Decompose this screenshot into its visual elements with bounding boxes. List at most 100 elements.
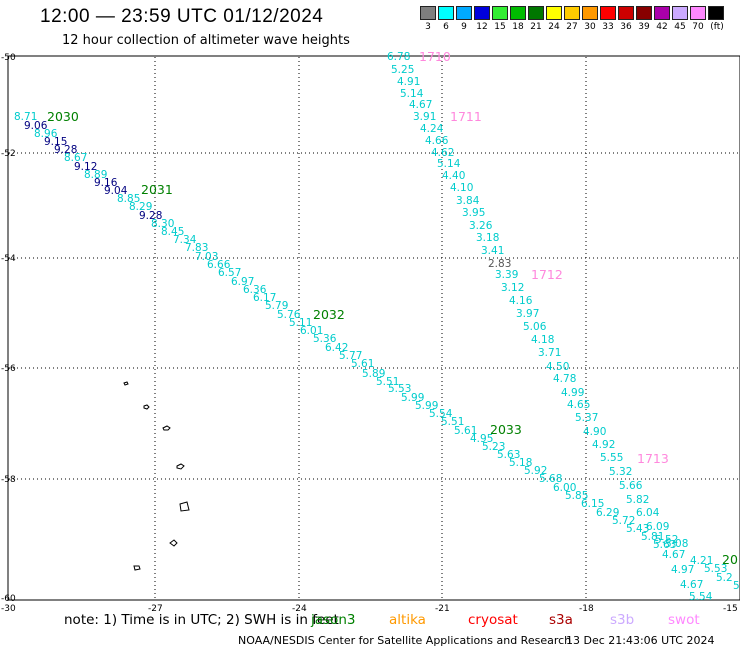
wave-height-value: 4.21 — [690, 555, 713, 567]
wave-height-value: 5.61 — [454, 425, 477, 437]
wave-height-value: 5.61 — [351, 358, 374, 370]
wave-height-value: 8.96 — [34, 128, 58, 140]
pass-number-label: 2033 — [490, 422, 522, 437]
legend-label: 36 — [620, 22, 632, 32]
wave-height-value: 5.54 — [429, 408, 453, 420]
wave-height-value: 5.14 — [437, 158, 461, 170]
islands — [123, 381, 190, 571]
wave-height-value: 6.36 — [243, 284, 267, 296]
wave-height-value: 6.04 — [636, 507, 660, 519]
wave-height-value: 6.78 — [387, 51, 410, 63]
wave-height-value: 5.99 — [415, 400, 438, 412]
footer-note: note: 1) Time is in UTC; 2) SWH is in fe… — [64, 612, 339, 628]
legend-label: 9 — [461, 22, 467, 32]
map-grid — [9, 57, 739, 599]
track-b: 6.785.254.915.144.673.914.244.664.625.14… — [387, 51, 688, 550]
legend-swatch — [546, 6, 562, 20]
wave-height-value: 9.28 — [54, 144, 77, 156]
wave-height-value: 5.52 — [655, 534, 678, 546]
wave-height-value: 2.83 — [488, 258, 511, 270]
wave-height-value: 5.37 — [575, 412, 598, 424]
satellite-legend-item: s3b — [610, 612, 635, 628]
legend-swatch — [690, 6, 706, 20]
legend-swatch — [456, 6, 472, 20]
wave-height-value: 6.66 — [207, 259, 231, 271]
wave-height-value: 4.95 — [470, 433, 493, 445]
wave-height-value: 5.89 — [362, 368, 385, 380]
wave-height-value: 8.45 — [161, 226, 184, 238]
wave-height-value: 6.29 — [596, 507, 619, 519]
wave-height-value: 4.99 — [561, 387, 584, 399]
legend-swatch — [492, 6, 508, 20]
pass-number-label: 20 — [722, 552, 738, 567]
legend-swatch — [420, 6, 436, 20]
wave-height-value: 6.17 — [253, 292, 276, 304]
wave-height-value: 7.03 — [195, 251, 218, 263]
credit-text: NOAA/NESDIS Center for Satellite Applica… — [238, 634, 572, 647]
wave-height-value: 5.76 — [277, 309, 301, 321]
wave-height-value: 3.39 — [495, 269, 518, 281]
lon-tick-label: -27 — [148, 604, 163, 614]
pass-number-label: 1712 — [531, 267, 563, 282]
satellite-legend-item: jason3 — [311, 612, 356, 628]
wave-height-value: 7.83 — [185, 242, 208, 254]
wave-height-value: 9.15 — [44, 136, 67, 148]
wave-height-value: 7.34 — [173, 234, 197, 246]
wave-height-value: 6.00 — [553, 482, 576, 494]
island-1 — [123, 381, 129, 386]
page-title: 12:00 — 23:59 UTC 01/12/2024 — [40, 6, 324, 27]
wave-height-value: 4.92 — [592, 439, 615, 451]
wave-height-value: 8.85 — [117, 193, 140, 205]
wave-height-value: 5.68 — [539, 473, 562, 485]
pass-number-label: 1713 — [637, 451, 669, 466]
legend-label: 18 — [512, 22, 524, 32]
legend-label: 70 — [692, 22, 704, 32]
wave-height-value: 4.91 — [397, 76, 420, 88]
wave-height-value: 5.18 — [509, 457, 532, 469]
legend-swatch — [564, 6, 580, 20]
satellite-legend-item: s3a — [549, 612, 573, 628]
lat-tick-label: -60 — [1, 594, 16, 604]
wave-height-value: 5.85 — [565, 490, 588, 502]
pass-number-label: 1710 — [419, 49, 451, 64]
island-4 — [176, 463, 185, 470]
wave-height-value: 8.29 — [129, 201, 152, 213]
pass-labels: 2030 2031 2032 2033 20 1710 1711 1712 1713 — [47, 49, 738, 567]
pass-number-label: 1711 — [450, 109, 482, 124]
wave-height-value: 6.57 — [218, 267, 241, 279]
wave-height-value: 5.51 — [376, 376, 399, 388]
island-7 — [133, 565, 141, 571]
satellite-legend-item: swot — [668, 612, 700, 628]
wave-height-value: 5.06 — [523, 321, 547, 333]
wave-height-value: 4.10 — [450, 182, 473, 194]
wave-height-value: 3.12 — [501, 282, 524, 294]
page-subtitle: 12 hour collection of altimeter wave hei… — [62, 33, 350, 48]
wave-height-value: 5 — [733, 580, 740, 592]
lat-tick-label: -58 — [1, 475, 16, 485]
wave-height-value: 5.63 — [653, 539, 676, 551]
legend-swatch — [600, 6, 616, 20]
wave-height-value: 5.43 — [626, 523, 649, 535]
wave-height-value: 5.82 — [626, 494, 649, 506]
wave-height-value: 6.42 — [325, 342, 348, 354]
pass-number-label: 2030 — [47, 109, 79, 124]
map-frame — [7, 55, 740, 601]
legend-swatch — [582, 6, 598, 20]
wave-height-value: 5.36 — [313, 333, 337, 345]
wave-height-value: 4.16 — [509, 295, 533, 307]
legend-swatch — [654, 6, 670, 20]
wave-height-value: 9.04 — [104, 185, 128, 197]
wave-height-value: 3.97 — [516, 308, 539, 320]
wave-height-value: 5.72 — [612, 515, 635, 527]
map-ticks: -50 -52 -54 -56 -58 -60-30 -27 -24 -21 -18 -15 — [1, 53, 738, 614]
wave-height-value: 5.53 — [704, 563, 727, 575]
legend-swatch — [672, 6, 688, 20]
wave-height-value: 4.78 — [553, 373, 576, 385]
wave-height-value: 5.66 — [619, 480, 643, 492]
island-3 — [162, 425, 171, 431]
wave-height-value: 5.92 — [524, 465, 547, 477]
wave-height-value: 5.77 — [339, 350, 362, 362]
wave-height-value: 3.71 — [538, 347, 561, 359]
wave-height-value: 4.67 — [662, 549, 685, 561]
legend-label: 30 — [584, 22, 596, 32]
